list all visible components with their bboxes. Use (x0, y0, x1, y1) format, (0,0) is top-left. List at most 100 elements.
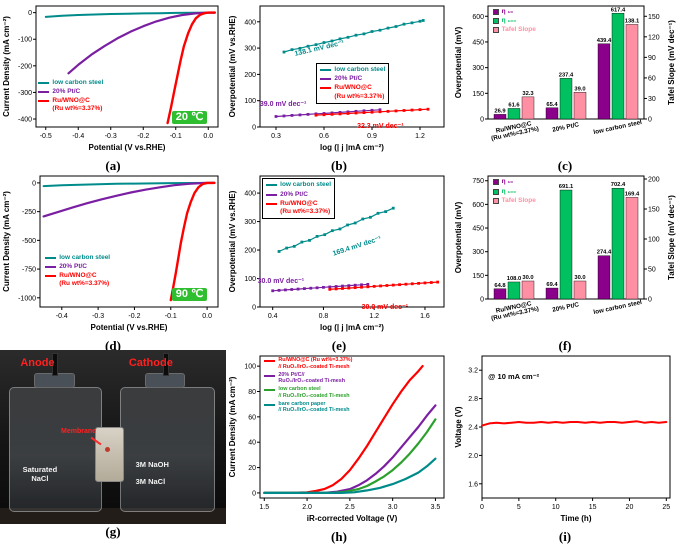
chart-lsv-90c: -0.4 -0.3 -0.2 -0.1 0.0 0 -250 -500 -750 -1000 Pot… (0, 170, 226, 338)
anode-label: Anode (20, 356, 55, 369)
panel-label-e: (e) (331, 338, 347, 353)
svg-text:Potential (V vs.RHE): Potential (V vs.RHE) (91, 323, 168, 332)
panel-label-f: (f) (558, 338, 572, 353)
svg-text:-0.1: -0.1 (170, 133, 182, 140)
electrolyzer-photo: Anode Cathode Membrane Saturated NaCl 3M… (0, 350, 226, 524)
svg-text:-0.2: -0.2 (128, 313, 140, 320)
svg-text:2.5: 2.5 (345, 504, 355, 511)
svg-text:450: 450 (472, 39, 484, 46)
svg-text:Current Density (mA cm⁻²): Current Density (mA cm⁻²) (2, 191, 11, 292)
chart-bars-20c: 0 150 300 450 600 0 30 60 90 120 150 Overpotential … (452, 0, 678, 158)
svg-text:200: 200 (648, 177, 660, 184)
svg-text:600: 600 (472, 202, 484, 209)
cathode-label: Cathode (128, 356, 173, 369)
svg-text:750: 750 (472, 178, 484, 185)
svg-text:3.0: 3.0 (388, 504, 398, 511)
svg-text:300: 300 (472, 249, 484, 256)
chart-canvas: 0.3 0.6 0.9 1.2 0 100 200 300 400 log (| j |mA cm… (228, 5, 445, 152)
svg-text:617.4: 617.4 (611, 7, 626, 13)
svg-text:100: 100 (244, 364, 256, 371)
membrane-cell (94, 426, 125, 483)
chart-canvas: 1.5 2.0 2.5 3.0 3.5 0 20 40 60 80 100 iR-corrected … (228, 355, 445, 523)
svg-text:200: 200 (244, 248, 256, 255)
chart-tafel-20c: 0.3 0.6 0.9 1.2 0 100 200 300 400 log (| j |mA cm… (226, 0, 452, 158)
svg-text:30: 30 (648, 96, 656, 103)
svg-text:150: 150 (472, 91, 484, 98)
panel-c: 0 150 300 450 600 0 30 60 90 120 150 Overpotential … (452, 0, 678, 173)
svg-text:0: 0 (28, 10, 32, 17)
svg-text:274.4: 274.4 (597, 250, 612, 256)
svg-text:-0.4: -0.4 (56, 313, 68, 320)
svg-text:30.0: 30.0 (574, 275, 585, 281)
svg-text:1.6: 1.6 (468, 481, 478, 488)
panel-label-i: (i) (558, 529, 572, 544)
svg-text:90: 90 (648, 55, 656, 62)
svg-text:Current Density (mA cm⁻²): Current Density (mA cm⁻²) (2, 16, 11, 117)
svg-text:0: 0 (252, 490, 256, 497)
svg-text:-750: -750 (22, 267, 36, 274)
panel-e: 0.4 0.8 1.2 1.6 0 100 200 300 400 log (| j |mA cm… (226, 170, 452, 353)
svg-text:25: 25 (662, 504, 670, 511)
svg-text:1.2: 1.2 (415, 133, 425, 140)
svg-text:low carbon steel: low carbon steel (593, 299, 643, 316)
svg-text:2.4: 2.4 (468, 425, 478, 432)
svg-text:1.2: 1.2 (369, 313, 379, 320)
lab-bench (0, 508, 226, 524)
panel-label-c: (c) (557, 158, 573, 173)
svg-text:20: 20 (248, 465, 256, 472)
svg-text:Ru/WNO@C(Ru wt%=3.37%): Ru/WNO@C(Ru wt%=3.37%) (489, 119, 539, 142)
svg-text:60: 60 (648, 75, 656, 82)
svg-text:-0.5: -0.5 (40, 133, 52, 140)
svg-text:0.8: 0.8 (319, 313, 329, 320)
panel-label-a: (a) (105, 158, 121, 173)
svg-text:40: 40 (248, 440, 256, 447)
svg-text:400: 400 (244, 19, 256, 26)
svg-text:120: 120 (648, 34, 660, 41)
svg-text:39.0: 39.0 (574, 86, 585, 92)
svg-text:Potential (V vs.RHE): Potential (V vs.RHE) (89, 143, 166, 152)
svg-text:150: 150 (472, 273, 484, 280)
svg-text:1.5: 1.5 (259, 504, 269, 511)
svg-text:Overpotential (mV vs.RHE): Overpotential (mV vs.RHE) (228, 15, 237, 117)
svg-text:10: 10 (552, 504, 560, 511)
svg-text:Tafel Slope (mV dec⁻¹): Tafel Slope (mV dec⁻¹) (667, 195, 676, 280)
svg-text:Tafel Slope (mV dec⁻¹): Tafel Slope (mV dec⁻¹) (667, 20, 676, 105)
chart-canvas: 0 5 10 15 20 25 1.6 2.0 2.4 2.8 3.2 Time (h) Voltage… (454, 355, 671, 523)
svg-text:0.4: 0.4 (268, 313, 278, 320)
svg-text:2.8: 2.8 (468, 396, 478, 403)
svg-text:log (| j |mA cm⁻²): log (| j |mA cm⁻²) (320, 323, 384, 332)
chart-full-cell: 1.5 2.0 2.5 3.0 3.5 0 20 40 60 80 100 iR-corrected … (226, 350, 452, 529)
svg-text:300: 300 (244, 219, 256, 226)
svg-text:-0.2: -0.2 (137, 133, 149, 140)
svg-text:Overpotential (mV): Overpotential (mV) (454, 26, 463, 98)
svg-text:15: 15 (589, 504, 597, 511)
svg-text:26.9: 26.9 (494, 108, 506, 114)
svg-text:-250: -250 (22, 209, 36, 216)
chart-stability: 0 5 10 15 20 25 1.6 2.0 2.4 2.8 3.2 Time (h) Voltage… (452, 350, 678, 529)
catholyte-label-2: 3M NaCl (135, 477, 166, 487)
svg-text:-400: -400 (18, 117, 32, 124)
svg-text:log (| j |mA cm⁻²): log (| j |mA cm⁻²) (320, 143, 384, 152)
svg-text:0: 0 (252, 305, 256, 312)
svg-text:5: 5 (517, 504, 521, 511)
panel-b: 0.3 0.6 0.9 1.2 0 100 200 300 400 log (| j |mA cm… (226, 0, 452, 173)
svg-text:iR-corrected Voltage (V): iR-corrected Voltage (V) (307, 514, 398, 523)
svg-text:439.4: 439.4 (597, 38, 612, 44)
svg-text:50: 50 (648, 267, 656, 274)
cathode-electrode (162, 353, 169, 377)
svg-text:-300: -300 (18, 90, 32, 97)
svg-text:100: 100 (648, 237, 660, 244)
membrane-label: Membrane (61, 428, 97, 436)
svg-text:300: 300 (472, 65, 484, 72)
panel-h: 1.5 2.0 2.5 3.0 3.5 0 20 40 60 80 100 iR-corrected … (226, 350, 452, 544)
svg-text:30.0: 30.0 (522, 275, 533, 281)
panel-label-h: (h) (331, 529, 347, 544)
chart-canvas: -0.5 -0.4 -0.3 -0.2 -0.1 0.0 0 -100 -200 -300 -400… (2, 5, 219, 152)
chart-canvas: 0 150 300 450 600 0 30 60 90 120 150 Overpotential … (454, 5, 676, 142)
svg-text:702.4: 702.4 (611, 182, 626, 188)
svg-text:64.8: 64.8 (494, 283, 506, 289)
anolyte-label: Saturated NaCl (22, 464, 58, 483)
svg-text:150: 150 (648, 207, 660, 214)
svg-text:300: 300 (244, 46, 256, 53)
